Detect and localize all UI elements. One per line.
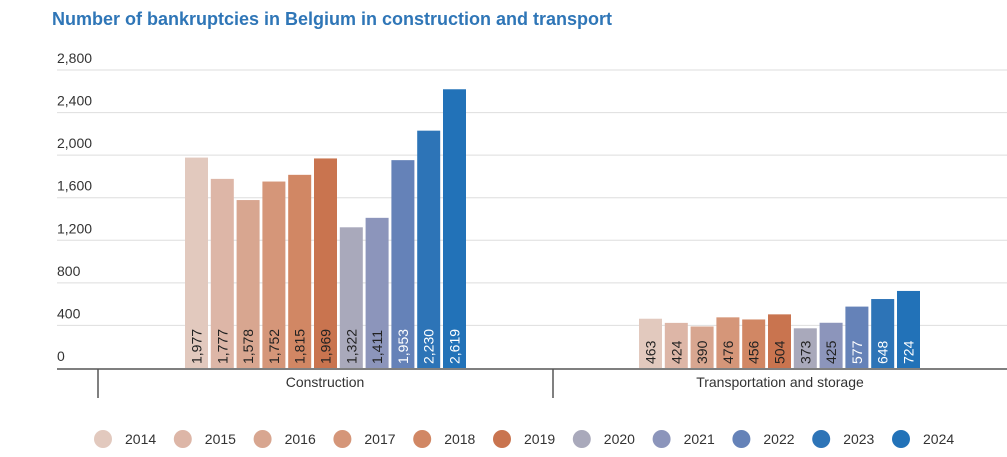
bar — [793, 328, 817, 368]
data-label: 476 — [720, 340, 736, 364]
data-label: 2,230 — [421, 329, 437, 364]
legend-marker — [652, 430, 671, 448]
legend-label: 2017 — [364, 431, 395, 447]
y-tick-label: 2,400 — [57, 93, 92, 109]
data-label: 1,977 — [189, 329, 205, 364]
legend-label: 2015 — [205, 431, 236, 447]
data-label: 2,619 — [447, 329, 463, 364]
data-label: 456 — [746, 340, 762, 364]
bar — [185, 157, 208, 368]
legend: 2014 2015 2016 2017 2018 2019 2020 2021 2022 2023… — [94, 430, 954, 448]
y-tick-label: 800 — [57, 263, 81, 279]
data-label: 1,815 — [292, 329, 308, 364]
bar — [768, 314, 791, 368]
bar — [339, 227, 363, 368]
bar — [262, 181, 286, 368]
data-label: 648 — [875, 340, 891, 364]
legend-marker — [94, 430, 112, 448]
bar — [716, 317, 740, 368]
data-label: 577 — [849, 340, 865, 364]
bar — [443, 89, 466, 368]
legend-label: 2021 — [684, 431, 715, 447]
data-label: 504 — [772, 340, 788, 364]
legend-label: 2016 — [285, 431, 316, 447]
data-label: 463 — [643, 340, 659, 364]
bar — [690, 326, 714, 368]
legend-label: 2024 — [923, 431, 954, 447]
data-label: 1,578 — [240, 329, 256, 364]
legend-label: 2018 — [444, 431, 475, 447]
bar — [742, 319, 766, 368]
data-label: 1,953 — [395, 329, 411, 364]
data-label: 425 — [823, 340, 839, 364]
legend-label: 2020 — [604, 431, 635, 447]
bar — [639, 318, 662, 368]
y-tick-label: 0 — [57, 348, 65, 364]
bar — [391, 160, 415, 368]
category-label: Transportation and storage — [696, 374, 864, 390]
data-label: 424 — [668, 340, 684, 364]
bar — [871, 299, 895, 368]
bar — [417, 130, 441, 368]
legend-marker — [493, 430, 511, 448]
bar — [819, 322, 843, 368]
legend-marker — [732, 430, 751, 448]
legend-marker — [253, 430, 272, 448]
bar — [314, 158, 337, 368]
y-tick-label: 2,800 — [57, 50, 92, 66]
bar — [288, 174, 312, 368]
bar — [365, 217, 389, 368]
legend-label: 2022 — [763, 431, 794, 447]
legend-marker — [812, 430, 831, 448]
data-label: 390 — [694, 340, 710, 364]
data-label: 1,969 — [318, 329, 334, 364]
legend-marker — [333, 430, 352, 448]
legend-label: 2023 — [843, 431, 874, 447]
legend-label: 2019 — [524, 431, 555, 447]
bar — [236, 200, 260, 368]
x-axis: Construction Transportation and storage — [57, 368, 1007, 398]
data-label: 1,322 — [343, 329, 359, 364]
data-label: 373 — [797, 340, 813, 364]
category-label: Construction — [286, 374, 365, 390]
bar — [897, 290, 920, 368]
data-label: 724 — [901, 340, 917, 364]
legend-marker — [892, 430, 910, 448]
legend-label: 2014 — [125, 431, 156, 447]
legend-marker — [572, 430, 591, 448]
data-label: 1,752 — [266, 329, 282, 364]
bar — [845, 306, 869, 368]
legend-marker — [173, 430, 192, 448]
y-tick-label: 1,600 — [57, 178, 92, 194]
legend-marker — [413, 430, 432, 448]
y-tick-label: 400 — [57, 305, 81, 321]
data-label: 1,411 — [369, 330, 385, 364]
bars: 1,977 463 1,777 424 1,578 390 1,752 476 1,815 456… — [185, 89, 920, 368]
data-label: 1,777 — [214, 329, 230, 364]
y-axis-tick-labels: 0 400 800 1,200 1,600 2,000 2,400 2,800 — [57, 50, 92, 364]
bar — [210, 178, 234, 368]
y-tick-label: 1,200 — [57, 220, 92, 236]
y-tick-label: 2,000 — [57, 135, 92, 151]
bar — [664, 322, 688, 368]
chart-title: Number of bankruptcies in Belgium in con… — [52, 9, 613, 29]
